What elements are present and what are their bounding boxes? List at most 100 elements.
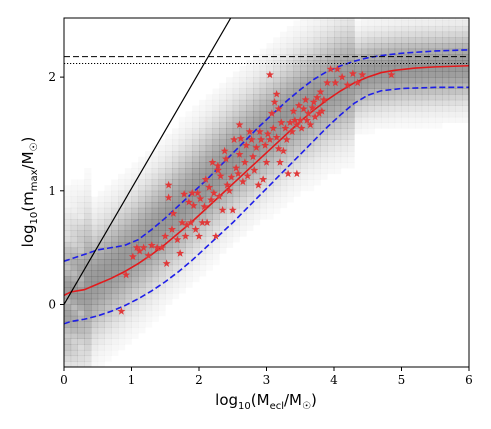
density-cell [307, 185, 314, 191]
density-cell [124, 247, 132, 254]
density-cell [158, 156, 166, 163]
density-cell [77, 270, 85, 277]
density-cell [178, 230, 186, 237]
density-cell [313, 111, 321, 118]
density-cell [111, 236, 119, 243]
density-cell [253, 54, 261, 61]
density-cell [91, 207, 99, 214]
density-cell [286, 60, 294, 67]
density-cell [421, 116, 429, 123]
density-cell [124, 185, 132, 192]
density-cell [415, 105, 423, 112]
density-cell [354, 122, 362, 129]
density-cell [442, 65, 450, 72]
density-cell [178, 270, 186, 277]
density-cell [124, 219, 132, 226]
density-cell [151, 253, 159, 260]
density-cell [145, 224, 153, 231]
density-cell [158, 202, 166, 209]
density-cell [448, 37, 456, 44]
density-cell [293, 99, 301, 106]
density-cell [97, 276, 105, 283]
density-cell [361, 77, 369, 84]
density-cell [428, 37, 436, 44]
density-cell [205, 213, 213, 220]
density-cell [307, 99, 315, 106]
star-point [211, 232, 220, 240]
density-cell [84, 276, 92, 283]
x-tick-label: 0 [60, 373, 68, 387]
density-cell [232, 111, 240, 118]
density-cell [70, 298, 78, 305]
density-cell [266, 65, 274, 72]
density-cell [178, 151, 186, 158]
density-cell [111, 281, 119, 288]
density-cell [239, 151, 247, 158]
star-point [191, 225, 200, 233]
density-cell [334, 43, 342, 50]
density-cell [165, 213, 173, 220]
density-cell [226, 190, 234, 197]
density-cell [340, 37, 348, 44]
density-cell [165, 270, 173, 277]
density-cell [293, 48, 301, 55]
density-cell [327, 128, 335, 135]
density-cell [340, 65, 348, 72]
density-cell [239, 133, 247, 141]
star-point [186, 218, 195, 227]
density-cell [97, 241, 105, 249]
density-cell [340, 88, 348, 95]
density-cell [273, 151, 281, 158]
density-cell [239, 168, 247, 175]
density-cell [84, 207, 92, 214]
density-cell [185, 122, 193, 129]
density-cell [199, 230, 207, 237]
density-cell [178, 168, 186, 175]
density-cell [313, 99, 321, 106]
density-cell [239, 116, 247, 123]
density-cell [327, 99, 335, 106]
density-cell [104, 270, 112, 277]
density-cell [219, 230, 227, 237]
density-cell [111, 315, 119, 322]
density-cell [131, 315, 139, 322]
density-cell [178, 247, 186, 254]
density-cell [151, 207, 159, 214]
density-cell [300, 173, 308, 180]
density-cell [408, 60, 416, 67]
density-cell [253, 219, 261, 226]
density-cell [307, 151, 315, 158]
density-cell [172, 145, 180, 152]
density-cell [286, 88, 294, 95]
density-cell [455, 60, 463, 67]
density-cell [158, 287, 166, 294]
density-cell [232, 128, 240, 135]
density-cell [368, 128, 375, 134]
density-cell [77, 207, 85, 214]
density-cell [320, 77, 328, 84]
density-cell [199, 185, 207, 192]
density-cell [286, 133, 294, 141]
density-cell [192, 270, 200, 277]
density-cell [381, 43, 389, 50]
density-cell [381, 37, 389, 44]
density-cell [354, 43, 362, 50]
density-cell [91, 270, 99, 277]
density-cell [158, 139, 166, 146]
density-cell [145, 241, 153, 249]
density-cell [226, 116, 234, 123]
density-cell [374, 116, 382, 123]
density-cell [232, 196, 240, 203]
density-cell [232, 122, 240, 129]
density-cell [158, 213, 166, 220]
density-cell [172, 219, 180, 226]
density-cell [199, 259, 207, 266]
density-cell [442, 31, 450, 38]
density-cell [246, 116, 254, 123]
density-cell [300, 151, 308, 158]
density-cell [448, 20, 456, 27]
density-cell [273, 122, 281, 129]
density-cell [334, 139, 342, 146]
density-cell [246, 99, 254, 106]
density-cell [226, 168, 234, 175]
